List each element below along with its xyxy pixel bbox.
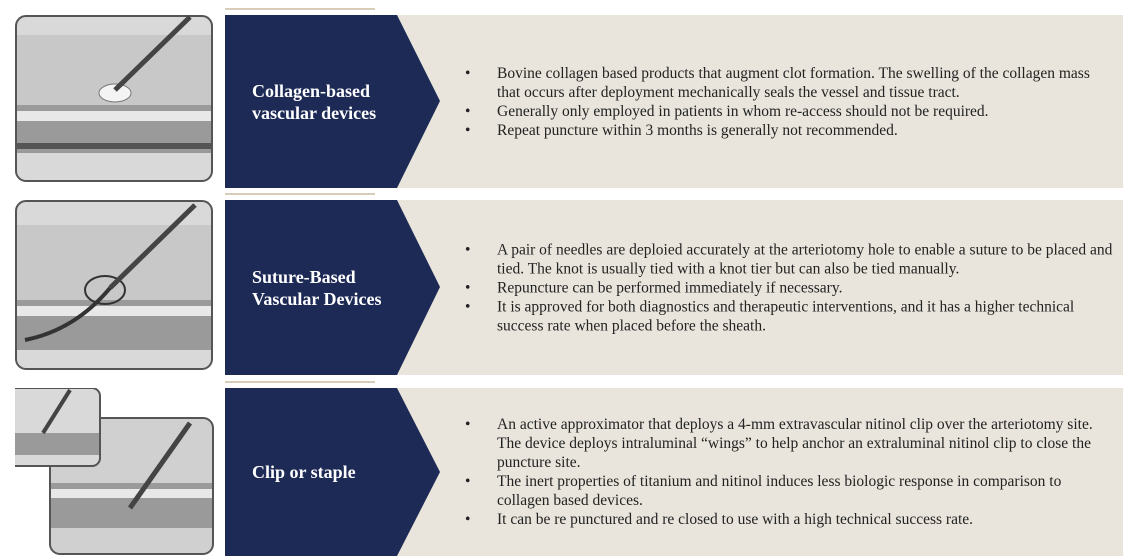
illustration: [15, 388, 214, 555]
device-row: Collagen-based vascular devices Bovine c…: [0, 15, 1123, 188]
illustration: [15, 15, 213, 182]
illustration: [15, 200, 213, 370]
device-row: Clip or staple An active approximator th…: [0, 388, 1123, 556]
bullet: Repuncture can be performed immediately …: [465, 278, 1115, 297]
divider: [225, 381, 375, 383]
bullet: It can be re punctured and re closed to …: [465, 510, 1115, 529]
chevron: [225, 200, 440, 375]
device-row: Suture-Based Vascular Devices A pair of …: [0, 200, 1123, 375]
row-title: Suture-Based Vascular Devices: [252, 266, 382, 309]
bullet: The inert properties of titanium and nit…: [465, 472, 1115, 510]
bullet: Generally only employed in patients in w…: [465, 102, 1115, 121]
divider: [225, 193, 375, 195]
bullet-list: A pair of needles are deploied accuratel…: [465, 240, 1115, 335]
row-title: Clip or staple: [252, 462, 356, 482]
bullet: Bovine collagen based products that augm…: [465, 64, 1115, 102]
chevron: [225, 388, 440, 556]
bullet: A pair of needles are deploied accuratel…: [465, 240, 1115, 278]
bullet: Repeat puncture within 3 months is gener…: [465, 121, 1115, 140]
bullet-list: Bovine collagen based products that augm…: [465, 64, 1115, 140]
divider: [225, 8, 375, 10]
bullet: An active approximator that deploys a 4-…: [465, 415, 1115, 472]
bullet-list: An active approximator that deploys a 4-…: [465, 415, 1115, 529]
chevron: [225, 15, 440, 188]
bullet: It is approved for both diagnostics and …: [465, 297, 1115, 335]
row-title: Collagen-based vascular devices: [252, 80, 377, 123]
